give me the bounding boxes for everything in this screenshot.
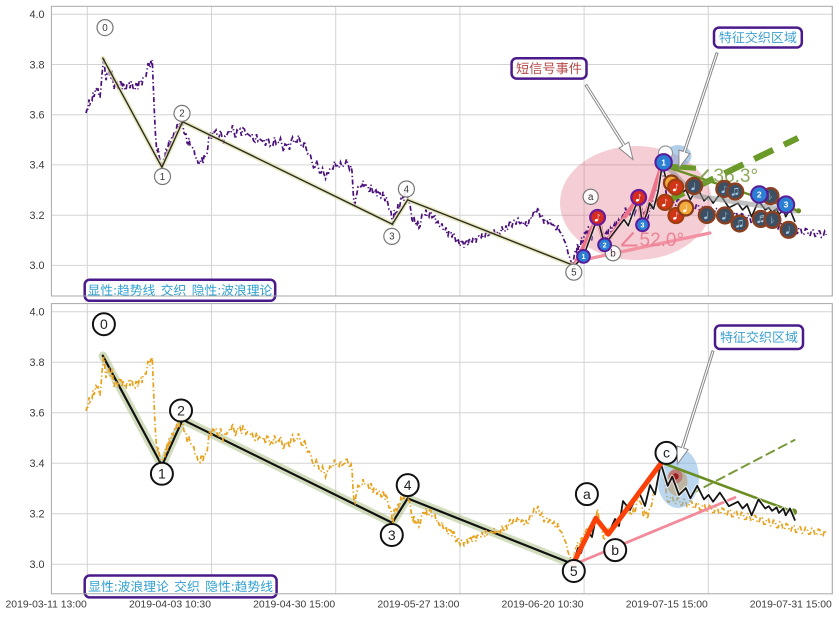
svg-text:2: 2 bbox=[179, 109, 184, 120]
svg-text:1: 1 bbox=[661, 157, 666, 167]
svg-text:3.6: 3.6 bbox=[29, 408, 44, 420]
svg-text:a: a bbox=[583, 486, 591, 502]
svg-text:1: 1 bbox=[158, 466, 166, 482]
svg-text:b: b bbox=[611, 542, 619, 558]
svg-text:2019-05-27 13:00: 2019-05-27 13:00 bbox=[377, 600, 459, 611]
svg-text:2019-04-30 15:00: 2019-04-30 15:00 bbox=[253, 600, 335, 611]
svg-text:4.0: 4.0 bbox=[29, 307, 44, 319]
svg-text:2: 2 bbox=[603, 240, 607, 249]
svg-text:2019-06-20 10:30: 2019-06-20 10:30 bbox=[502, 600, 584, 611]
svg-text:3.2: 3.2 bbox=[29, 210, 44, 222]
svg-text:3.4: 3.4 bbox=[29, 160, 44, 172]
svg-text:a: a bbox=[588, 192, 594, 203]
svg-text:1: 1 bbox=[582, 252, 586, 261]
svg-text:5: 5 bbox=[571, 268, 577, 279]
svg-text:3: 3 bbox=[641, 220, 645, 229]
svg-text:3.8: 3.8 bbox=[29, 59, 44, 71]
svg-text:3: 3 bbox=[389, 232, 395, 243]
svg-text:1: 1 bbox=[160, 172, 165, 183]
svg-text:2: 2 bbox=[177, 402, 185, 418]
svg-text:3.4: 3.4 bbox=[29, 458, 44, 470]
svg-text:0: 0 bbox=[102, 23, 108, 34]
svg-text:3.0: 3.0 bbox=[29, 559, 44, 571]
svg-text:3: 3 bbox=[784, 200, 789, 210]
svg-text:2: 2 bbox=[757, 190, 762, 200]
svg-text:3.0: 3.0 bbox=[29, 260, 44, 272]
svg-text:b: b bbox=[610, 249, 616, 260]
svg-text:2019-04-03 10:30: 2019-04-03 10:30 bbox=[129, 600, 211, 611]
svg-text:4: 4 bbox=[404, 477, 412, 493]
svg-text:2019-03-11 13:00: 2019-03-11 13:00 bbox=[6, 600, 87, 611]
svg-text:52.0°: 52.0° bbox=[640, 230, 685, 251]
svg-text:4: 4 bbox=[404, 184, 410, 195]
svg-text:3.2: 3.2 bbox=[29, 509, 44, 521]
svg-text:4.0: 4.0 bbox=[29, 9, 44, 21]
svg-text:2019-07-31 15:00: 2019-07-31 15:00 bbox=[750, 600, 832, 611]
svg-text:c: c bbox=[663, 445, 670, 461]
svg-text:3: 3 bbox=[388, 527, 396, 543]
svg-text:5: 5 bbox=[570, 563, 578, 579]
svg-text:0: 0 bbox=[100, 316, 108, 332]
svg-text:3.8: 3.8 bbox=[29, 357, 44, 369]
svg-text:3.6: 3.6 bbox=[29, 110, 44, 122]
svg-text:2019-07-15 15:00: 2019-07-15 15:00 bbox=[626, 600, 708, 611]
